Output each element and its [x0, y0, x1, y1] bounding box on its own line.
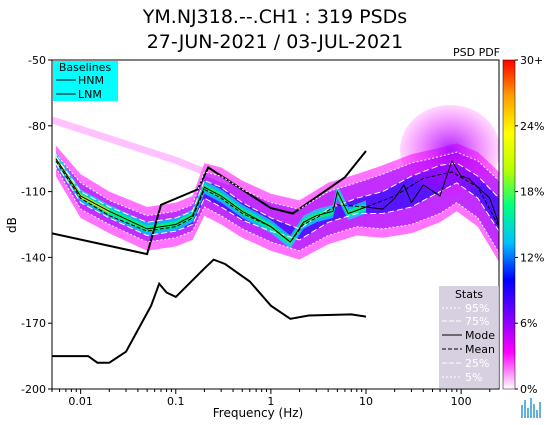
y-tick-label: -50: [28, 54, 46, 67]
baselines-legend-title: Baselines: [59, 61, 112, 74]
colorbar-label: PSD PDF: [453, 46, 500, 59]
x-tick-label: 1: [267, 395, 274, 408]
hnm-line: [52, 150, 367, 256]
stats-legend: Stats 95% 75% Mode Mean 25% 5%: [439, 286, 499, 388]
colorbar-tick-label: 6%: [520, 317, 537, 330]
y-tick-label: -140: [21, 251, 46, 264]
chart-title: YM.NJ318.--.CH1 : 319 PSDs: [142, 6, 408, 28]
density-streak: [52, 116, 232, 186]
x-tick-label: 0.01: [68, 395, 93, 408]
baselines-legend: Baselines HNM LNM: [53, 61, 118, 101]
stat-95-line: [55, 151, 499, 217]
colorbar-tick-label: 18%: [520, 186, 544, 199]
chart-subtitle: 27-JUN-2021 / 03-JUL-2021: [146, 31, 404, 53]
stat-5-line: [55, 167, 499, 254]
stat-75-line: [55, 156, 499, 230]
lnm-line: [52, 258, 367, 364]
y-axis-label: dB: [5, 217, 19, 233]
stats-legend-title: Stats: [455, 288, 483, 301]
stat-75-legend-label: 75%: [465, 315, 489, 328]
x-tick-label: 0.1: [167, 395, 185, 408]
stat-5-legend-label: 5%: [465, 371, 482, 384]
colorbar-tick-label: 30+: [520, 54, 543, 67]
density-band-yellow: [55, 156, 110, 214]
logo-icon: [519, 395, 545, 421]
y-tick-label: -170: [21, 317, 46, 330]
mode-line: [55, 158, 499, 243]
x-tick-label: 100: [451, 395, 472, 408]
mean-legend-label: Mean: [465, 343, 495, 356]
stat-95-legend-label: 95%: [465, 302, 489, 315]
y-tick-label: -80: [28, 120, 46, 133]
mean-line: [55, 160, 499, 243]
colorbar-tick-label: 24%: [520, 120, 544, 133]
hnm-legend-label: HNM: [78, 74, 104, 87]
density-hf-cloud: [400, 105, 499, 195]
y-axis: -50 -80 -110 -140 -170 -200: [21, 54, 52, 396]
stats-legend-bg: [439, 286, 499, 388]
y-tick-label: -200: [21, 383, 46, 396]
x-axis-label: Frequency (Hz): [213, 406, 304, 420]
plot-frame: [51, 59, 500, 390]
lnm-legend-label: LNM: [78, 88, 102, 101]
colorbar: [502, 59, 516, 390]
mode-legend-label: Mode: [465, 329, 495, 342]
stat-25-legend-label: 25%: [465, 357, 489, 370]
stat-25-line: [55, 162, 499, 241]
x-tick-label: 10: [359, 395, 373, 408]
x-axis: 0.01 0.1 1 10 100: [51, 389, 491, 408]
y-tick-label: -110: [21, 186, 46, 199]
colorbar-tick-label: 0%: [520, 383, 537, 396]
colorbar-ticks: 0% 6% 12% 18% 24% 30+: [515, 54, 544, 396]
colorbar-tick-label: 12%: [520, 251, 544, 264]
